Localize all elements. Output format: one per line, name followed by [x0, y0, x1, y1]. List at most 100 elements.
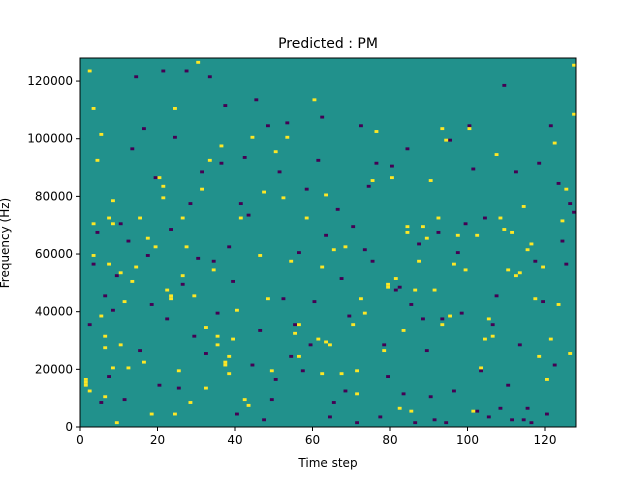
- heatmap-cell-high: [188, 401, 193, 404]
- heatmap-cell-high: [479, 366, 483, 370]
- heatmap-cell-high: [180, 216, 185, 220]
- heatmap-cell-high: [521, 205, 526, 208]
- heatmap-cell-low: [525, 406, 530, 410]
- heatmap-cell-high: [452, 262, 456, 266]
- heatmap-cell-low: [444, 421, 449, 425]
- x-tick-label: 0: [76, 433, 84, 447]
- y-tick-label: 60000: [35, 247, 73, 261]
- heatmap-cell-high: [149, 412, 154, 416]
- heatmap-cell-high: [204, 326, 208, 329]
- heatmap-cell-low: [176, 386, 181, 390]
- heatmap-cell-high: [157, 176, 162, 180]
- heatmap-cell-high: [118, 271, 123, 275]
- heatmap-cell-high: [246, 403, 251, 407]
- heatmap-cell-low: [459, 311, 464, 315]
- heatmap-cell-low: [564, 262, 569, 266]
- heatmap-cell-high: [386, 285, 390, 289]
- heatmap-cell-high: [432, 288, 437, 292]
- heatmap-cell-high: [355, 369, 359, 373]
- heatmap-cell-low: [173, 135, 177, 139]
- heatmap-cell-low: [421, 317, 425, 321]
- heatmap-cell-high: [262, 190, 266, 194]
- heatmap-cell-high: [514, 274, 518, 278]
- heatmap-cell-high: [455, 233, 460, 237]
- heatmap-cell-high: [153, 245, 158, 249]
- plot-background: [80, 58, 576, 427]
- heatmap-cell-high: [134, 265, 139, 269]
- heatmap-cell-low: [552, 363, 557, 367]
- heatmap-cell-high: [428, 179, 433, 182]
- heatmap-cell-high: [103, 395, 108, 399]
- heatmap-cell-low: [486, 415, 491, 419]
- heatmap-cell-high: [374, 130, 379, 133]
- heatmap-cell-low: [374, 161, 379, 165]
- heatmap-cell-low: [184, 69, 189, 73]
- heatmap-cell-high: [173, 412, 177, 416]
- heatmap-cell-low: [471, 167, 476, 171]
- heatmap-cell-low: [331, 401, 336, 404]
- heatmap-cell-high: [227, 354, 232, 358]
- heatmap-cell-high: [204, 386, 208, 390]
- heatmap-cell-low: [138, 349, 142, 353]
- heatmap-cell-low: [99, 401, 104, 404]
- heatmap-cell-low: [541, 300, 545, 304]
- heatmap-cell-high: [293, 331, 297, 335]
- heatmap-cell-high: [355, 392, 359, 396]
- heatmap-cell-high: [424, 236, 429, 240]
- heatmap-cell-low: [370, 259, 375, 263]
- heatmap-cell-low: [122, 398, 127, 402]
- heatmap-cell-high: [289, 259, 294, 263]
- x-axis: 0 20 40 60 80 100 120: [76, 427, 556, 447]
- heatmap-cell-high: [328, 343, 332, 347]
- heatmap-cell-low: [130, 147, 135, 151]
- heatmap-cell-low: [506, 383, 511, 387]
- heatmap-cell-low: [188, 202, 193, 206]
- heatmap-cell-high: [238, 216, 243, 220]
- heatmap-cell-high: [161, 184, 166, 188]
- heatmap-cell-low: [417, 242, 421, 246]
- heatmap-cell-low: [320, 115, 325, 119]
- heatmap-cell-high: [436, 216, 441, 220]
- heatmap-cell-low: [297, 251, 301, 255]
- heatmap-cell-high: [401, 328, 406, 332]
- heatmap-cell-high: [548, 337, 553, 341]
- heatmap-cell-low: [231, 279, 235, 283]
- heatmap-cell-low: [200, 170, 204, 174]
- heatmap-cell-high: [467, 127, 472, 131]
- heatmap-cell-low: [246, 213, 251, 217]
- heatmap-cell-low: [312, 300, 317, 304]
- heatmap-cell-high: [564, 187, 569, 191]
- heatmap-cell-low: [359, 124, 363, 128]
- heatmap-cell-low: [316, 158, 321, 162]
- heatmap-cell-high: [331, 248, 336, 252]
- heatmap-cell-high: [114, 421, 119, 425]
- heatmap-cell-high: [219, 144, 224, 148]
- heatmap-cell-high: [409, 409, 414, 413]
- heatmap-cell-high: [161, 196, 166, 200]
- heatmap-cell-high: [483, 337, 487, 341]
- heatmap-cell-high: [235, 308, 239, 312]
- heatmap-cell-low: [207, 75, 212, 79]
- heatmap-cell-high: [413, 288, 418, 292]
- heatmap-cell-low: [386, 375, 390, 378]
- heatmap-cell-low: [428, 395, 433, 399]
- y-tick-label: 20000: [35, 362, 73, 376]
- heatmap-cell-high: [126, 366, 131, 370]
- heatmap-cell-high: [351, 323, 356, 327]
- heatmap-cell-high: [440, 323, 445, 327]
- heatmap-cell-low: [335, 207, 340, 211]
- heatmap-cell-low: [393, 288, 398, 292]
- heatmap-cell-low: [165, 317, 170, 321]
- heatmap-cell-high: [545, 377, 549, 381]
- heatmap-cell-high: [463, 268, 468, 272]
- heatmap-cell-high: [448, 314, 452, 318]
- heatmap-cell-high: [107, 216, 111, 220]
- heatmap-cell-low: [448, 138, 452, 142]
- heatmap-cell-high: [227, 372, 232, 376]
- heatmap-cell-low: [242, 156, 247, 159]
- heatmap-cell-low: [498, 406, 503, 410]
- heatmap-cell-high: [510, 230, 514, 234]
- heatmap-cell-low: [145, 254, 150, 257]
- heatmap-cell-high: [211, 268, 216, 272]
- heatmap-cell-high: [382, 349, 387, 353]
